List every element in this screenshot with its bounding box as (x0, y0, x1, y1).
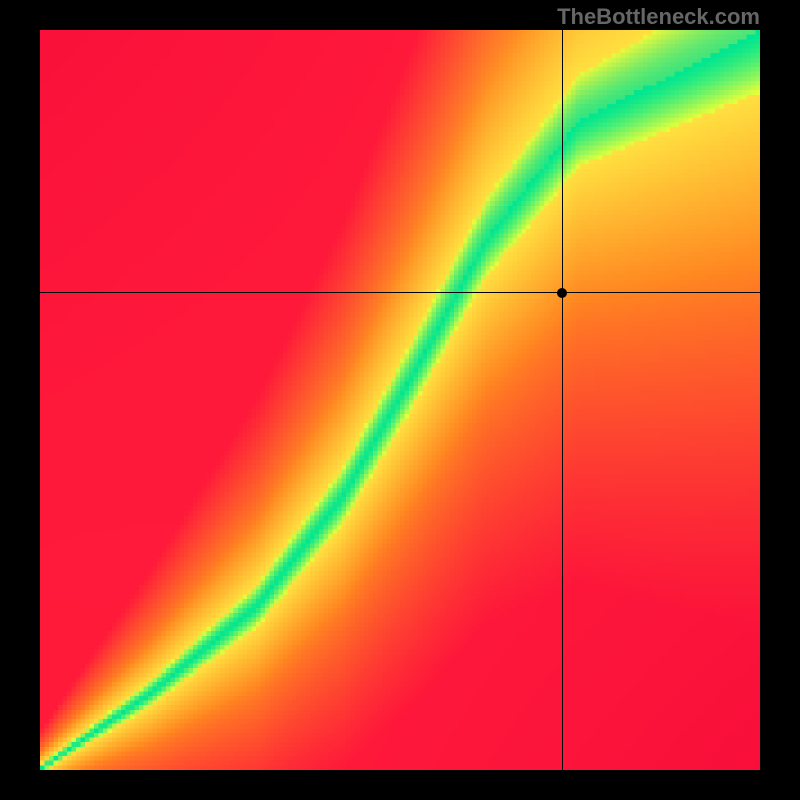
crosshair-vertical (562, 30, 563, 770)
chart-container: TheBottleneck.com (0, 0, 800, 800)
watermark-text: TheBottleneck.com (557, 4, 760, 30)
selection-marker (557, 288, 567, 298)
bottleneck-heatmap (40, 30, 760, 770)
crosshair-horizontal (40, 292, 760, 293)
